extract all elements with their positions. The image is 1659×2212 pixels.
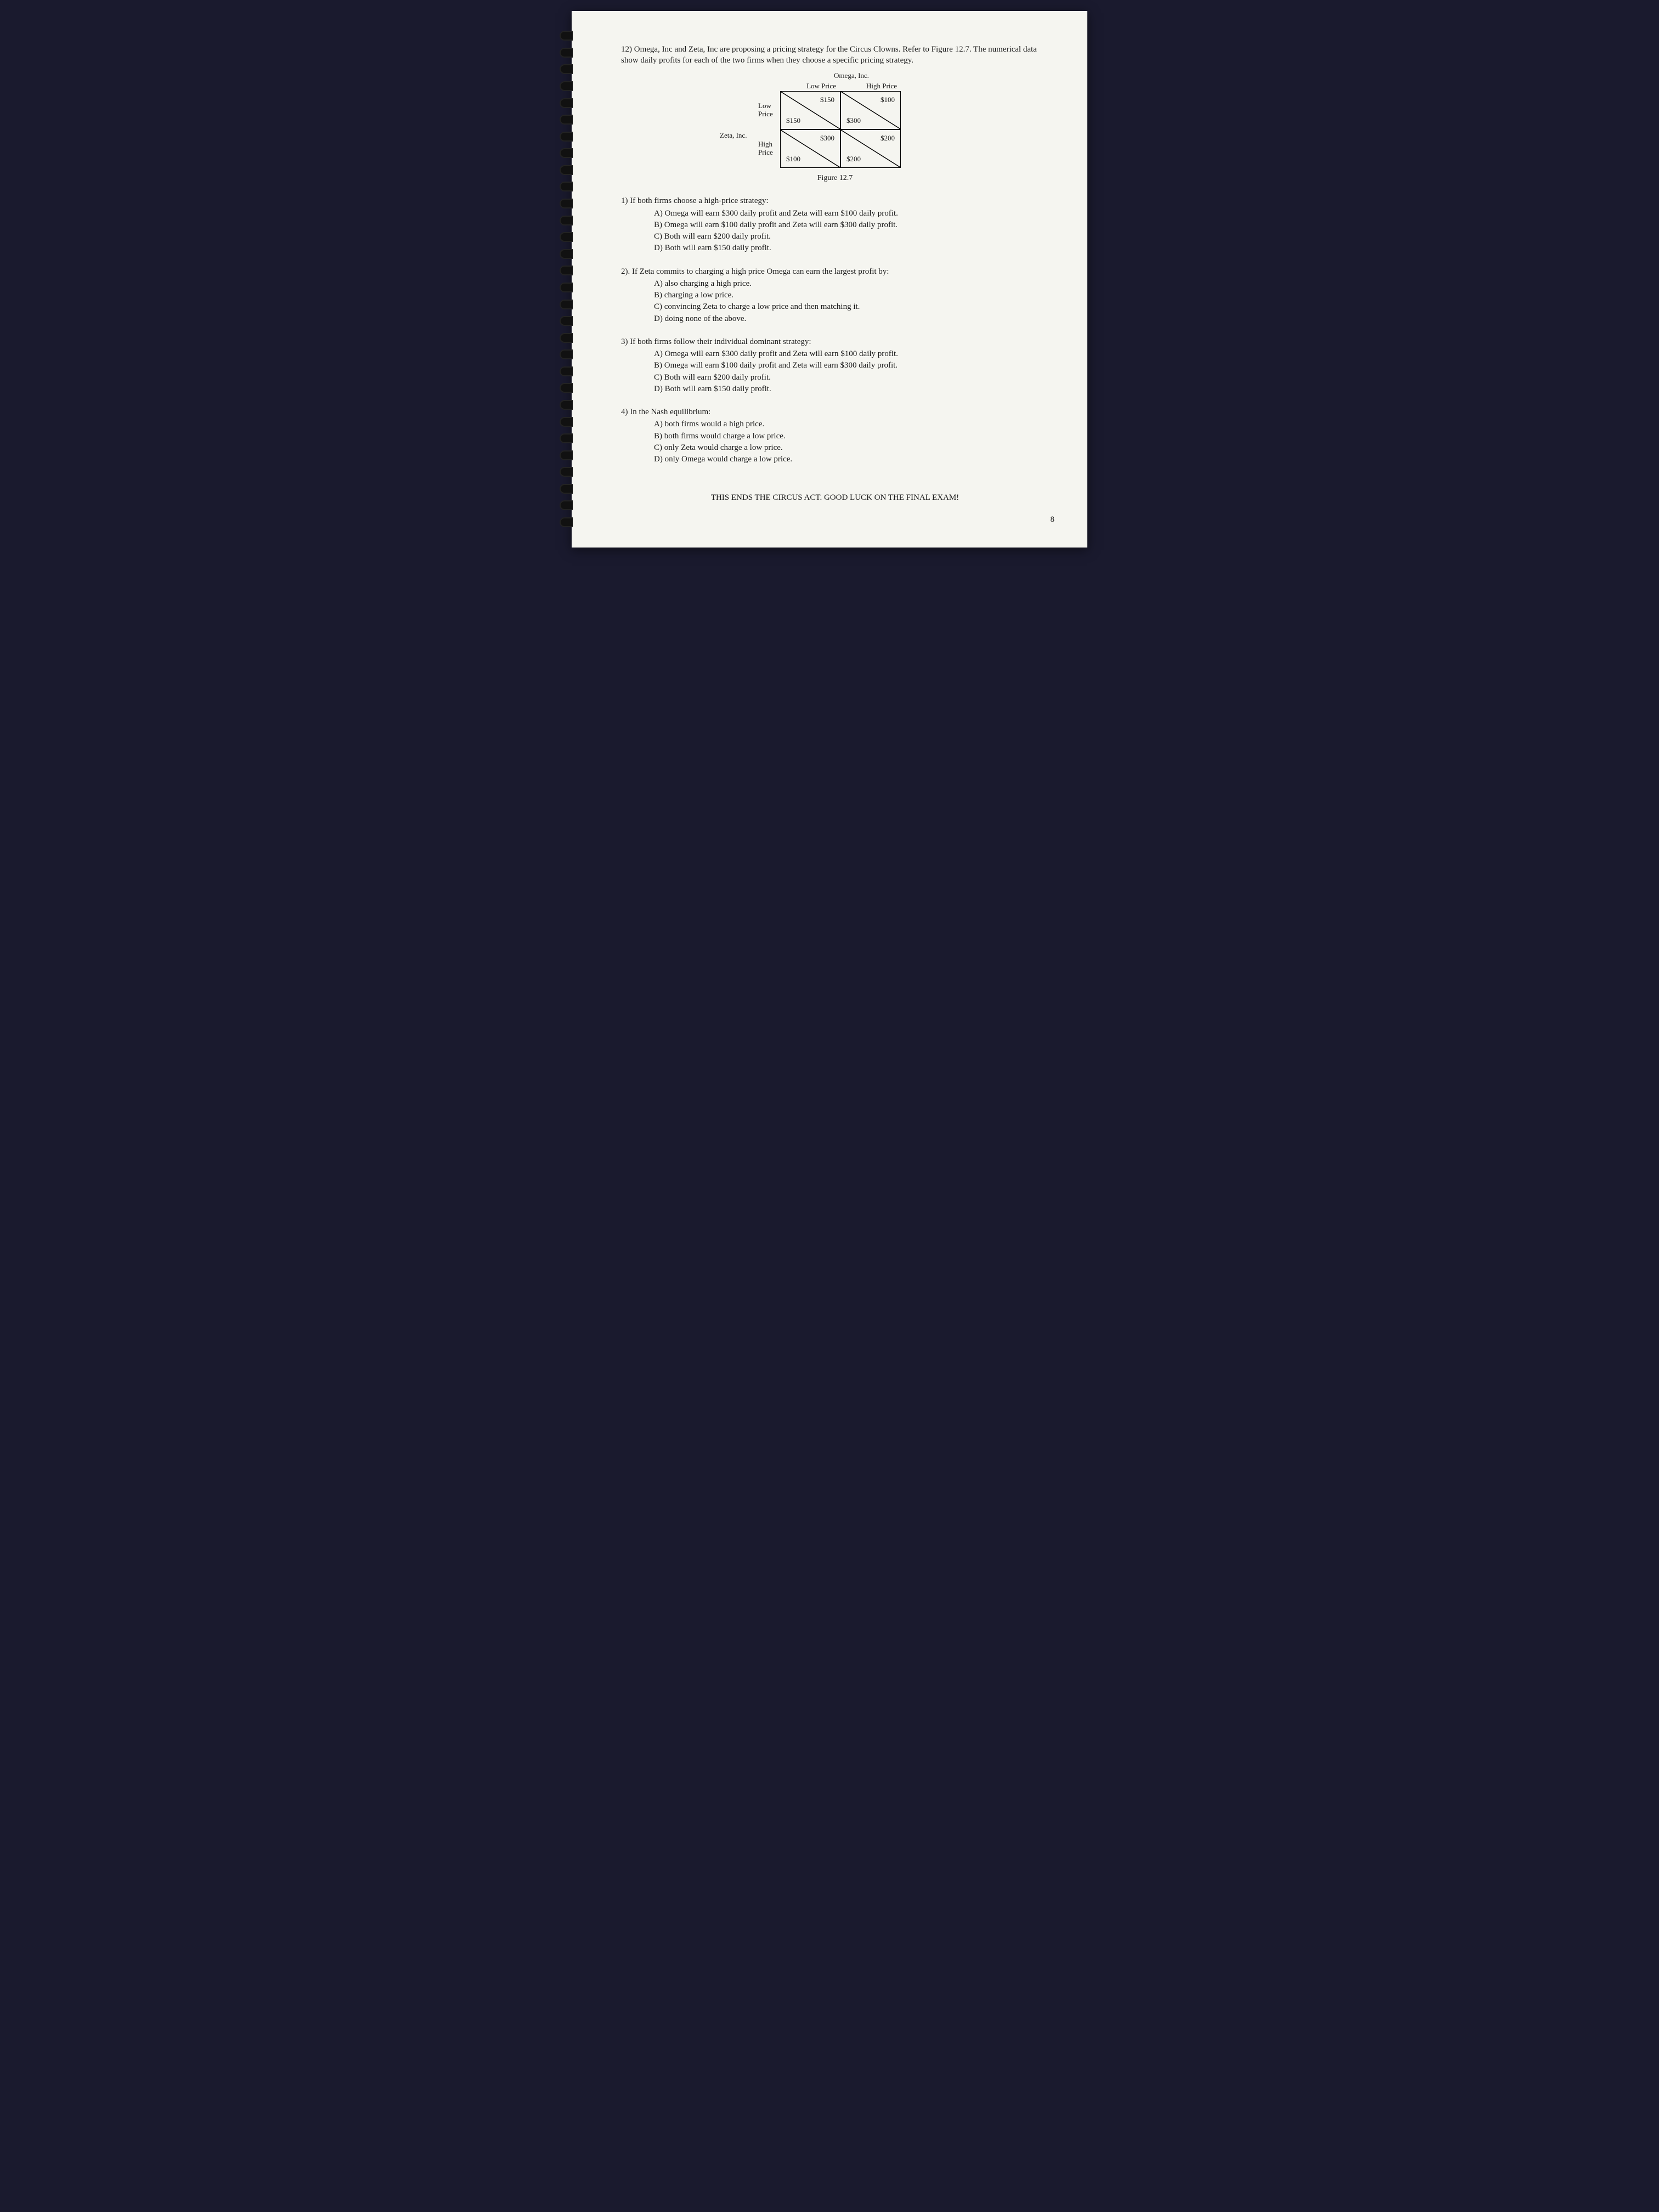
option: B) Omega will earn $100 daily profit and… bbox=[654, 360, 1049, 371]
options-list: A) both firms would a high price.B) both… bbox=[621, 419, 1049, 465]
row-strategy-low: Low Price bbox=[758, 102, 780, 118]
sub-question-stem: 1) If both firms choose a high-price str… bbox=[621, 195, 1049, 206]
option: C) Both will earn $200 daily profit. bbox=[654, 372, 1049, 383]
option: B) charging a low price. bbox=[654, 290, 1049, 301]
sub-question-stem: 3) If both firms follow their individual… bbox=[621, 336, 1049, 347]
options-list: A) Omega will earn $300 daily profit and… bbox=[621, 348, 1049, 394]
col-strategy-high: High Price bbox=[851, 81, 912, 91]
omega-payoff: $200 bbox=[881, 133, 895, 143]
options-list: A) also charging a high price.B) chargin… bbox=[621, 278, 1049, 324]
question-number: 12) bbox=[621, 45, 632, 54]
footer-message: THIS ENDS THE CIRCUS ACT. GOOD LUCK ON T… bbox=[621, 492, 1049, 503]
sub-question: 4) In the Nash equilibrium: A) both firms… bbox=[621, 407, 1049, 465]
omega-payoff: $150 bbox=[820, 95, 834, 105]
figure-caption: Figure 12.7 bbox=[758, 173, 912, 184]
sub-question-stem: 2). If Zeta commits to charging a high p… bbox=[621, 266, 1049, 277]
option: C) convincing Zeta to charge a low price… bbox=[654, 301, 1049, 312]
omega-payoff: $100 bbox=[881, 95, 895, 105]
question-text: Omega, Inc and Zeta, Inc are proposing a… bbox=[621, 45, 1037, 65]
row-strategy-high: High Price bbox=[758, 140, 780, 156]
cell-high-high: $200 $200 bbox=[840, 129, 901, 168]
zeta-payoff: $100 bbox=[786, 154, 800, 164]
option: A) Omega will earn $300 daily profit and… bbox=[654, 208, 1049, 219]
column-player-label: Omega, Inc. bbox=[791, 71, 912, 81]
option: A) Omega will earn $300 daily profit and… bbox=[654, 348, 1049, 359]
cell-high-low: $300 $100 bbox=[780, 129, 840, 168]
cell-low-high: $100 $300 bbox=[840, 91, 901, 129]
option: D) only Omega would charge a low price. bbox=[654, 454, 1049, 465]
option: D) doing none of the above. bbox=[654, 313, 1049, 324]
sub-question: 3) If both firms follow their individual… bbox=[621, 336, 1049, 394]
option: D) Both will earn $150 daily profit. bbox=[654, 383, 1049, 394]
matrix-row-low: Low Price $150 $150 $100 $300 bbox=[758, 91, 912, 129]
option: A) also charging a high price. bbox=[654, 278, 1049, 289]
matrix-row-high: High Price $300 $100 $200 $200 bbox=[758, 129, 912, 168]
option: D) Both will earn $150 daily profit. bbox=[654, 242, 1049, 253]
column-strategy-labels: Low Price High Price bbox=[791, 81, 912, 91]
payoff-matrix-wrap: Omega, Inc. Low Price High Price Zeta, I… bbox=[621, 71, 1049, 184]
exam-page: 12) Omega, Inc and Zeta, Inc are proposi… bbox=[572, 11, 1087, 548]
option: B) Omega will earn $100 daily profit and… bbox=[654, 219, 1049, 230]
zeta-payoff: $300 bbox=[847, 116, 861, 126]
page-number: 8 bbox=[1051, 514, 1055, 525]
option: B) both firms would charge a low price. bbox=[654, 431, 1049, 442]
payoff-matrix: Omega, Inc. Low Price High Price Zeta, I… bbox=[758, 71, 912, 184]
option: C) only Zeta would charge a low price. bbox=[654, 442, 1049, 453]
omega-payoff: $300 bbox=[820, 133, 834, 143]
option: C) Both will earn $200 daily profit. bbox=[654, 231, 1049, 242]
col-strategy-low: Low Price bbox=[791, 81, 851, 91]
cell-low-low: $150 $150 bbox=[780, 91, 840, 129]
zeta-payoff: $150 bbox=[786, 116, 800, 126]
row-player-label: Zeta, Inc. bbox=[720, 131, 747, 140]
sub-question-stem: 4) In the Nash equilibrium: bbox=[621, 407, 1049, 417]
question-intro: 12) Omega, Inc and Zeta, Inc are proposi… bbox=[621, 44, 1049, 66]
sub-questions: 1) If both firms choose a high-price str… bbox=[621, 195, 1049, 465]
options-list: A) Omega will earn $300 daily profit and… bbox=[621, 208, 1049, 254]
sub-question: 1) If both firms choose a high-price str… bbox=[621, 195, 1049, 253]
sub-question: 2). If Zeta commits to charging a high p… bbox=[621, 266, 1049, 324]
spiral-binding bbox=[560, 11, 572, 548]
option: A) both firms would a high price. bbox=[654, 419, 1049, 430]
zeta-payoff: $200 bbox=[847, 154, 861, 164]
